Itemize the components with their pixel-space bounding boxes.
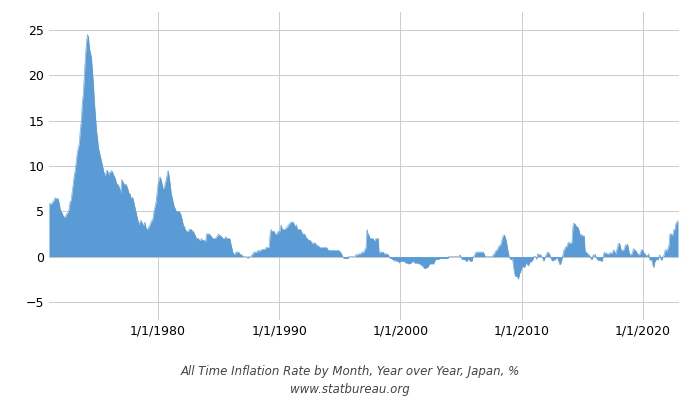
Text: All Time Inflation Rate by Month, Year over Year, Japan, %: All Time Inflation Rate by Month, Year o… [181,366,519,378]
Text: www.statbureau.org: www.statbureau.org [290,384,410,396]
